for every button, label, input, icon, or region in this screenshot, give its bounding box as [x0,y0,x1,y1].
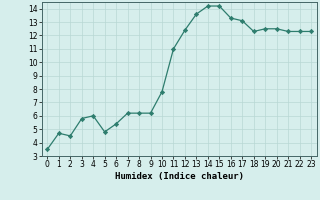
X-axis label: Humidex (Indice chaleur): Humidex (Indice chaleur) [115,172,244,181]
